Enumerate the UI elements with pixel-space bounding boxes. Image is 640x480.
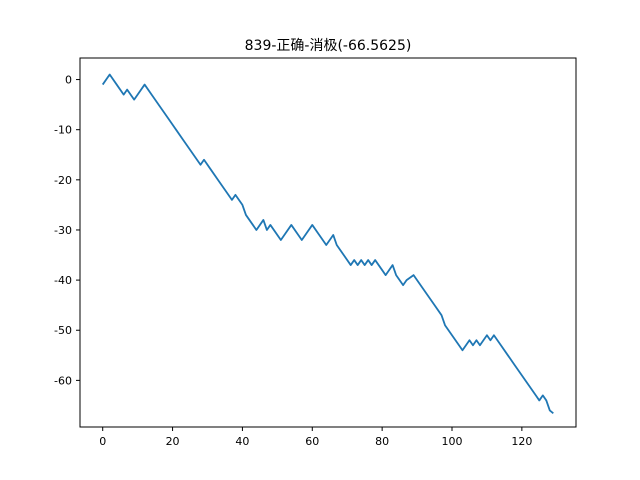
x-tick-label: 40	[235, 435, 249, 448]
y-tick-label: 0	[65, 74, 72, 87]
x-tick-label: 20	[166, 435, 180, 448]
y-tick-label: -40	[54, 274, 72, 287]
x-tick-label: 0	[99, 435, 106, 448]
x-tick-label: 80	[375, 435, 389, 448]
y-axis: 0 -10 -20 -30 -40 -50 -60	[54, 74, 80, 387]
y-tick-label: -50	[54, 324, 72, 337]
x-tick-label: 60	[305, 435, 319, 448]
x-axis: 0 20 40 60 80 100 120	[99, 427, 532, 448]
chart-title: 839-正确-消极(-66.5625)	[245, 38, 412, 54]
y-tick-label: -60	[54, 374, 72, 387]
y-tick-label: -30	[54, 224, 72, 237]
y-tick-label: -10	[54, 124, 72, 137]
plot-area-frame	[79, 57, 577, 428]
y-tick-label: -20	[54, 174, 72, 187]
series-line	[101, 73, 554, 414]
x-tick-label: 100	[442, 435, 463, 448]
x-tick-label: 120	[511, 435, 532, 448]
